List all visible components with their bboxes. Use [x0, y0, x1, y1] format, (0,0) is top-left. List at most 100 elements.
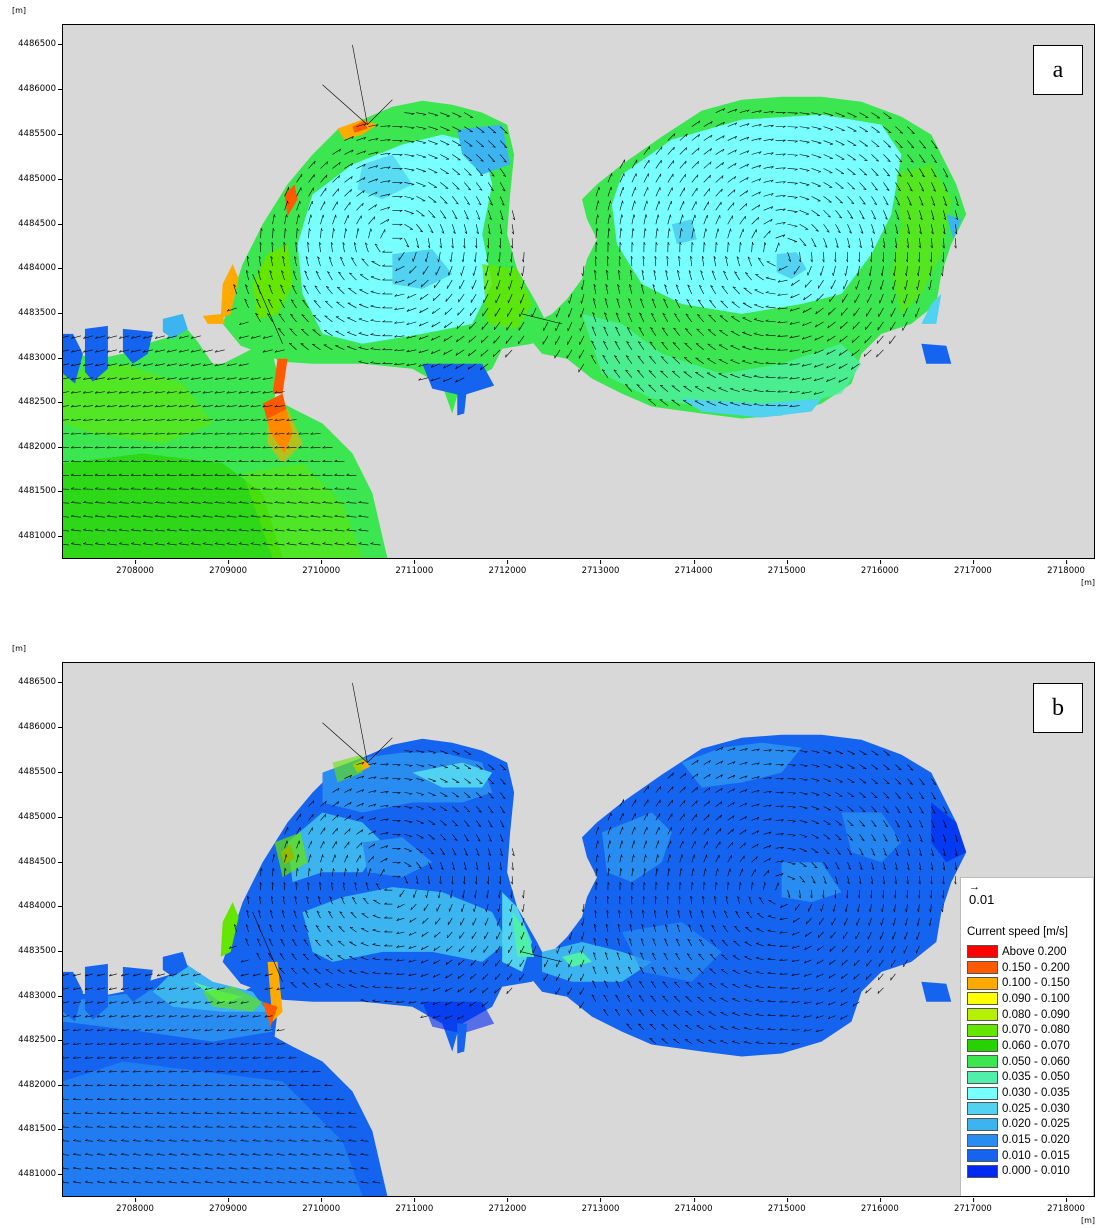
- velocity-arrow-head: [650, 995, 654, 998]
- velocity-arrow-head: [375, 138, 379, 141]
- velocity-arrow-head: [216, 1001, 220, 1004]
- velocity-arrow-head: [606, 255, 610, 259]
- velocity-arrow: [823, 210, 831, 218]
- velocity-arrow-head: [286, 473, 290, 476]
- velocity-arrow-head: [228, 1015, 232, 1018]
- velocity-arrow: [578, 363, 585, 373]
- velocity-arrow: [368, 228, 372, 239]
- velocity-arrow-head: [710, 285, 714, 288]
- velocity-arrow-head: [130, 432, 134, 435]
- velocity-arrow-head: [262, 501, 266, 503]
- velocity-arrow-head: [274, 404, 278, 408]
- velocity-arrow-head: [333, 228, 335, 232]
- velocity-arrow-head: [731, 1026, 736, 1028]
- velocity-arrow-head: [791, 1014, 795, 1018]
- velocity-arrow: [250, 543, 261, 546]
- velocity-arrow: [626, 1023, 633, 1030]
- velocity-arrow: [856, 917, 860, 926]
- velocity-arrow-head: [722, 925, 726, 928]
- velocity-arrow: [458, 945, 465, 953]
- velocity-arrow-head: [214, 528, 218, 531]
- velocity-arrow-head: [385, 763, 389, 766]
- velocity-arrow-head: [72, 1125, 76, 1128]
- velocity-arrow: [380, 791, 389, 793]
- velocity-arrow-head: [490, 189, 494, 192]
- velocity-arrow-head: [840, 325, 842, 329]
- velocity-arrow-head: [758, 191, 761, 195]
- velocity-arrow: [144, 1029, 153, 1032]
- velocity-arrow: [871, 126, 880, 133]
- velocity-arrow-head: [166, 349, 170, 353]
- velocity-arrow-head: [419, 310, 422, 313]
- velocity-arrow-head: [451, 245, 454, 249]
- velocity-arrow: [628, 298, 633, 309]
- velocity-arrow-head: [337, 787, 340, 791]
- velocity-arrow-head: [274, 349, 278, 353]
- velocity-arrow: [282, 256, 285, 267]
- velocity-arrow: [356, 802, 364, 807]
- velocity-arrow-head: [192, 1001, 196, 1004]
- velocity-arrow: [132, 1071, 141, 1073]
- velocity-arrow: [720, 969, 728, 975]
- velocity-arrow-head: [931, 839, 935, 843]
- velocity-arrow: [238, 502, 249, 504]
- velocity-arrow: [625, 355, 633, 364]
- panel-b: [m] 4486500 4486000 4485500 4485000 4484500 4…: [0, 638, 1097, 1228]
- velocity-arrow-head: [282, 896, 286, 899]
- velocity-arrow: [373, 900, 381, 905]
- velocity-arrow-head: [238, 377, 242, 380]
- velocity-arrow-head: [284, 868, 287, 872]
- velocity-arrow-head: [442, 838, 447, 841]
- velocity-arrow-head: [842, 949, 844, 953]
- velocity-arrow: [349, 941, 357, 947]
- velocity-arrow-head: [70, 501, 74, 503]
- velocity-arrow: [866, 959, 872, 967]
- velocity-arrow: [820, 266, 824, 276]
- velocity-arrow: [452, 820, 459, 827]
- velocity-arrow: [421, 931, 429, 937]
- velocity-arrow-head: [94, 501, 98, 503]
- velocity-arrow-head: [732, 775, 736, 778]
- velocity-arrow-head: [730, 401, 734, 404]
- velocity-arrow: [803, 293, 812, 301]
- velocity-arrow: [917, 917, 920, 926]
- velocity-arrow: [763, 152, 774, 155]
- velocity-arrow: [763, 790, 772, 793]
- velocity-arrow-head: [234, 924, 237, 927]
- velocity-arrow: [328, 256, 333, 267]
- velocity-arrow: [522, 904, 525, 913]
- velocity-arrow: [228, 945, 237, 949]
- velocity-arrow-head: [295, 882, 298, 885]
- velocity-arrow: [370, 276, 381, 281]
- velocity-arrow-head: [758, 204, 761, 208]
- velocity-arrow-head: [202, 404, 206, 408]
- velocity-arrow-head: [794, 168, 798, 171]
- velocity-arrow-head: [292, 939, 295, 941]
- velocity-arrow: [663, 298, 669, 309]
- velocity-arrow: [763, 882, 765, 891]
- velocity-arrow-head: [361, 829, 364, 833]
- velocity-arrow: [301, 314, 309, 323]
- velocity-arrow-head: [432, 974, 436, 978]
- velocity-arrow-head: [922, 161, 926, 163]
- velocity-arrow-head: [444, 1002, 448, 1006]
- velocity-arrow: [487, 778, 495, 785]
- velocity-arrow-head: [313, 314, 317, 317]
- velocity-arrow-head: [96, 1125, 100, 1128]
- velocity-arrow-head: [244, 298, 248, 301]
- velocity-arrow-head: [653, 270, 656, 273]
- velocity-arrow-head: [643, 882, 646, 886]
- velocity-arrow: [274, 391, 285, 394]
- velocity-arrow: [815, 307, 824, 315]
- velocity-arrow-head: [617, 924, 621, 927]
- velocity-arrow: [916, 945, 920, 954]
- velocity-arrow: [440, 154, 450, 160]
- velocity-arrow: [523, 252, 525, 263]
- velocity-arrow: [643, 826, 648, 835]
- velocity-arrow: [595, 214, 598, 225]
- velocity-arrow-head: [755, 1027, 759, 1029]
- velocity-arrow: [358, 502, 369, 504]
- velocity-arrow-head: [439, 881, 442, 885]
- velocity-arrow: [787, 820, 796, 822]
- velocity-arrow-head: [190, 528, 194, 531]
